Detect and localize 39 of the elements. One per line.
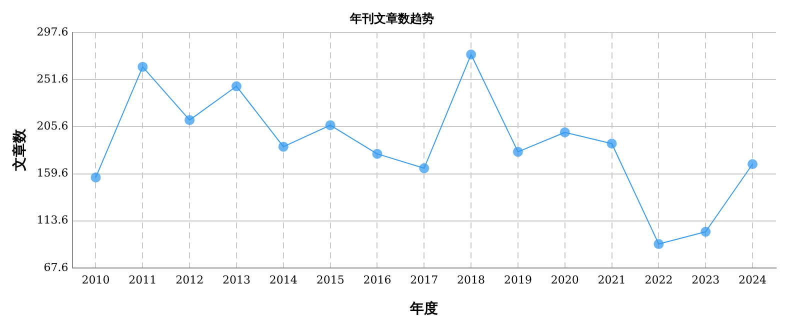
x-tick-label: 2022 bbox=[644, 273, 673, 286]
point bbox=[372, 148, 382, 159]
point bbox=[184, 115, 195, 126]
x-tick-label: 2019 bbox=[504, 273, 532, 286]
y-tick-label: 251.6 bbox=[36, 72, 68, 86]
x-tick-label: 2024 bbox=[738, 273, 767, 286]
y-axis-title: 文章数 bbox=[11, 128, 28, 172]
point bbox=[748, 159, 758, 170]
x-tick-label: 2013 bbox=[222, 273, 250, 286]
point bbox=[560, 127, 570, 138]
y-tick-label: 297.6 bbox=[36, 25, 68, 38]
x-tick-label: 2017 bbox=[410, 273, 438, 286]
point bbox=[512, 146, 523, 157]
chart-title: 年刊文章数趋势 bbox=[349, 11, 434, 26]
point bbox=[90, 172, 101, 182]
point bbox=[278, 142, 288, 152]
point bbox=[231, 81, 242, 92]
y-tick-label: 205.6 bbox=[36, 120, 68, 132]
y-tick-label: 159.6 bbox=[36, 166, 68, 180]
x-tick-label: 2011 bbox=[128, 273, 157, 286]
point bbox=[700, 226, 711, 237]
x-axis-title: 年度 bbox=[409, 300, 438, 318]
x-tick-label: 2021 bbox=[598, 273, 626, 286]
x-tick-label: 2023 bbox=[692, 273, 720, 286]
point bbox=[138, 62, 148, 72]
x-tick-label: 2016 bbox=[363, 273, 392, 286]
point bbox=[419, 163, 430, 174]
x-tick-label: 2014 bbox=[269, 273, 298, 286]
y-tick-label: 67.6 bbox=[44, 260, 68, 274]
point bbox=[325, 120, 336, 130]
point bbox=[466, 50, 476, 60]
x-tick-label: 2015 bbox=[316, 273, 344, 286]
x-tick-label: 2012 bbox=[176, 273, 204, 286]
x-tick-label: 2020 bbox=[550, 273, 579, 286]
point bbox=[654, 239, 664, 250]
y-tick-label: 113.6 bbox=[36, 214, 68, 227]
x-tick-label: 2018 bbox=[457, 273, 486, 286]
point bbox=[606, 138, 617, 149]
x-tick-label: 2010 bbox=[82, 273, 110, 286]
